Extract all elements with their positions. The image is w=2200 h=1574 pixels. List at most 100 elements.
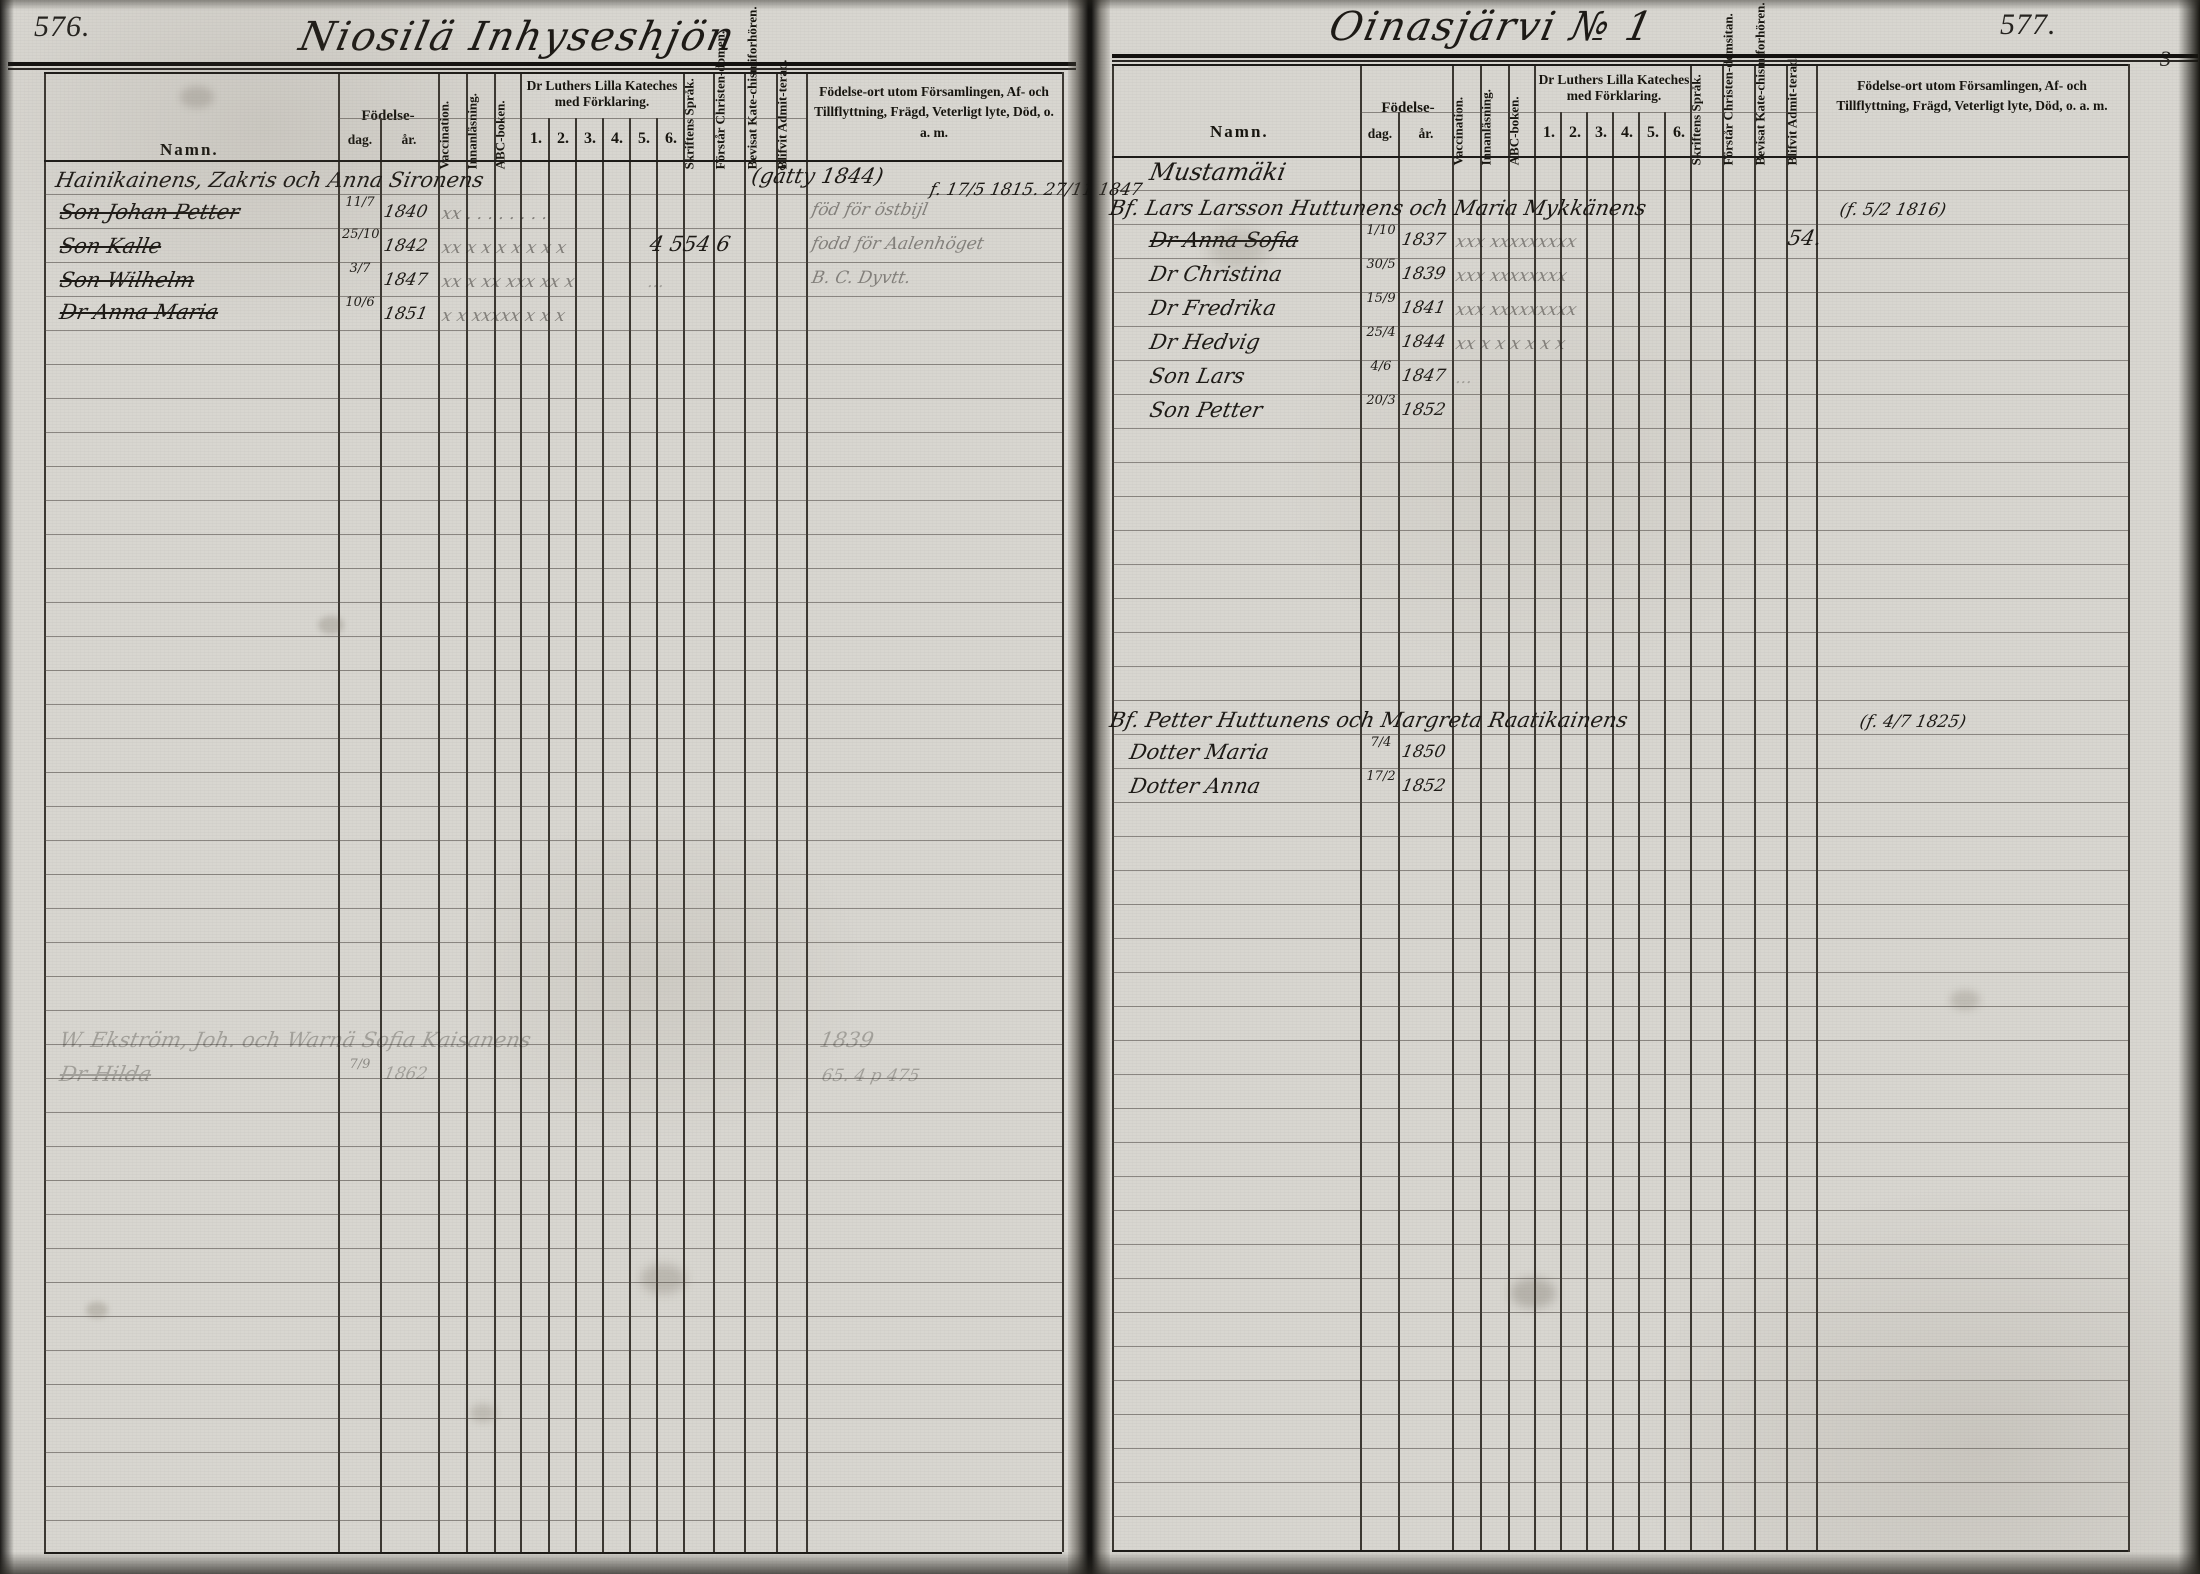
right-cat-num-5: 5. <box>1647 124 1659 141</box>
right-f1-row-2-birthday-text: 30/5 <box>1366 257 1396 272</box>
right-f1-row-4-birthyear: 1844 <box>1400 332 1448 352</box>
right-cat-num-3: 3. <box>1595 124 1607 141</box>
left-col-header-christian: Förstår Christen-domen. <box>712 30 728 170</box>
right-f1-row-3-birthyear: 1841 <box>1400 298 1448 318</box>
left-row-4-birthday: 10/6 <box>342 296 378 309</box>
left-cat-num-4: 4. <box>611 130 623 147</box>
left-row-1-birthday: 11/7 <box>342 196 378 209</box>
right-f1-row-1-birthday-text: 1/10 <box>1366 223 1396 238</box>
right-f1-row-4-birthday-text: 25/4 <box>1366 325 1396 340</box>
right-f1-row-3-birthday: 15/9 <box>1364 292 1398 305</box>
left-row-4-birthday-text: 10/6 <box>345 295 375 310</box>
right-cat-num-1: 1. <box>1543 124 1555 141</box>
right-page-number: 577. <box>2000 8 2057 41</box>
left-row-1-note: föd för östbijl <box>810 200 930 220</box>
right-f1-row-1-marks: xxx xxxxxxxxx <box>1454 232 1579 252</box>
left-row-3-birthday: 3/7 <box>342 262 378 275</box>
left-row-3-note: B. C. Dyvtt. <box>810 268 913 288</box>
left-col-header-notes: Födelse-ort utom Församlingen, Af- och T… <box>814 84 1054 140</box>
right-village-name: Mustamäki <box>1147 158 1289 186</box>
left-row-3-name: Son Wilhelm <box>57 268 197 292</box>
left-later-entry-birthday: 7/9 <box>342 1058 378 1071</box>
left-later-entry-name: W. Ekström, Joh. och Warnä Sofia Kaisane… <box>57 1028 534 1052</box>
right-f2-row-2-birthyear: 1852 <box>1400 776 1448 796</box>
right-family-2-header: Bf. Petter Huttunens och Margreta Raatik… <box>1107 708 1630 732</box>
left-row-2-birthyear: 1842 <box>382 236 430 256</box>
book-gutter <box>1068 0 1110 1574</box>
left-row-1-name: Son Johan Petter <box>57 200 242 224</box>
left-row-3-marks: xx x xx xxx xx x <box>440 272 577 292</box>
right-f1-row-1-name: Dr Anna Sofia <box>1147 228 1301 252</box>
right-f1-row-2-marks: xxx xxxxxxxx <box>1454 266 1569 286</box>
right-f2-row-2-name: Dotter Anna <box>1127 774 1263 798</box>
left-cat-num-3: 3. <box>584 130 596 147</box>
right-f2-row-2-birthday: 17/2 <box>1364 770 1398 783</box>
right-f2-row-1-birthday-text: 7/4 <box>1370 735 1392 750</box>
right-f1-row-6-name: Son Petter <box>1147 398 1265 422</box>
left-page-heading: Niosilä Inhyseshjön <box>295 14 741 60</box>
right-f2-row-2-birthday-text: 17/2 <box>1366 769 1396 784</box>
left-later-entry-note2: 65. 4 p 475 <box>820 1066 922 1086</box>
left-later-entry-note: 1839 <box>817 1028 876 1052</box>
right-f1-row-4-birthday: 25/4 <box>1364 326 1398 339</box>
left-row-4-marks: x x xxxxx x x x <box>440 306 567 326</box>
right-f1-row-4-name: Dr Hedvig <box>1147 330 1263 354</box>
right-f1-row-5-birthyear: 1847 <box>1400 366 1448 386</box>
right-cat-num-2: 2. <box>1569 124 1581 141</box>
right-col-header-name: Namn. <box>1210 122 1269 141</box>
right-f1-row-3-name: Dr Fredrika <box>1147 296 1279 320</box>
right-col-header-birth-day: dag. <box>1367 126 1393 141</box>
right-family-1-header-note: (f. 5/2 1816) <box>1838 200 1948 220</box>
right-page-heading: Oinasjärvi № 1 <box>1325 4 1659 50</box>
left-later-entry-birthyear: 1862 <box>382 1064 430 1084</box>
right-heading-rule <box>1112 54 2198 58</box>
right-f1-row-5-birthday-text: 4/6 <box>1370 359 1392 374</box>
left-row-2-birthday: 25/10 <box>342 227 380 242</box>
right-cat-num-6: 6. <box>1673 124 1685 141</box>
right-f1-row-1-birthday: 1/10 <box>1364 224 1398 237</box>
left-page: 576. Niosilä Inhyseshjön <box>0 0 1090 1574</box>
right-f1-row-6-birthyear: 1852 <box>1400 400 1448 420</box>
right-col-header-birth-year: år. <box>1418 126 1434 141</box>
right-cat-num-4: 4. <box>1621 124 1633 141</box>
left-row-4-name: Dr Anna Maria <box>57 300 221 324</box>
right-f1-row-2-birthyear: 1839 <box>1400 264 1448 284</box>
left-row-3-birthyear: 1847 <box>382 270 430 290</box>
right-f1-row-6-birthday-text: 20/3 <box>1366 393 1396 408</box>
right-f2-row-1-name: Dotter Maria <box>1127 740 1272 764</box>
left-row-3-birthday-text: 3/7 <box>349 261 371 276</box>
left-col-header-birth-day: dag. <box>347 132 373 147</box>
left-row-1-birthday-text: 11/7 <box>345 195 375 210</box>
left-later-entry-subname: Dr Hilda <box>57 1062 154 1086</box>
right-f1-row-2-birthday: 30/5 <box>1364 258 1398 271</box>
left-heading-rule <box>8 62 1076 66</box>
right-f2-row-1-birthday: 7/4 <box>1364 736 1398 749</box>
left-family-header-note: (gåtty 1844) <box>749 164 886 188</box>
right-col-header-catechism: Dr Luthers Lilla Kateches med Förklaring… <box>1538 72 1690 103</box>
left-col-header-name: Namn. <box>160 140 219 159</box>
left-row-4-birthyear: 1851 <box>382 304 430 324</box>
right-f1-row-1-admit: 54. <box>1785 226 1824 250</box>
right-f1-row-5-birthday: 4/6 <box>1364 360 1398 373</box>
right-f1-row-6-birthday: 20/3 <box>1364 394 1398 407</box>
right-f1-row-3-birthday-text: 15/9 <box>1366 291 1396 306</box>
right-col-header-birth: Födelse- <box>1381 100 1435 116</box>
left-heading-rule-2 <box>8 68 1076 70</box>
left-col-header-proven: Bevisat Kate-chismiforhören. <box>744 6 760 170</box>
left-cat-num-6: 6. <box>665 130 677 147</box>
left-col-header-catechism: Dr Luthers Lilla Kateches med Förklaring… <box>526 78 678 109</box>
right-family-1-header: Bf. Lars Larsson Huttunens och Maria Myk… <box>1107 196 1649 220</box>
right-f1-row-2-name: Dr Christina <box>1147 262 1285 286</box>
left-row-1-marks: xx . . . . . . . . <box>440 204 550 224</box>
left-col-header-birth: Födelse- <box>361 108 415 124</box>
left-cat-num-1: 1. <box>530 130 542 147</box>
right-corner-mark: 3 <box>2160 46 2172 71</box>
left-later-entry-birthday-text: 7/9 <box>349 1057 371 1072</box>
right-f1-row-4-marks: xx x x x x x x <box>1454 334 1568 354</box>
right-col-header-notes: Födelse-ort utom Församlingen, Af- och T… <box>1836 78 2108 114</box>
left-row-2-note: fodd för Aalenhöget <box>810 234 986 254</box>
left-page-number: 576. <box>34 10 91 43</box>
left-family-header: Hainikainens, Zakris och Anna Sironens <box>53 168 486 192</box>
left-row-2-birthday-text: 25/10 <box>342 227 380 242</box>
